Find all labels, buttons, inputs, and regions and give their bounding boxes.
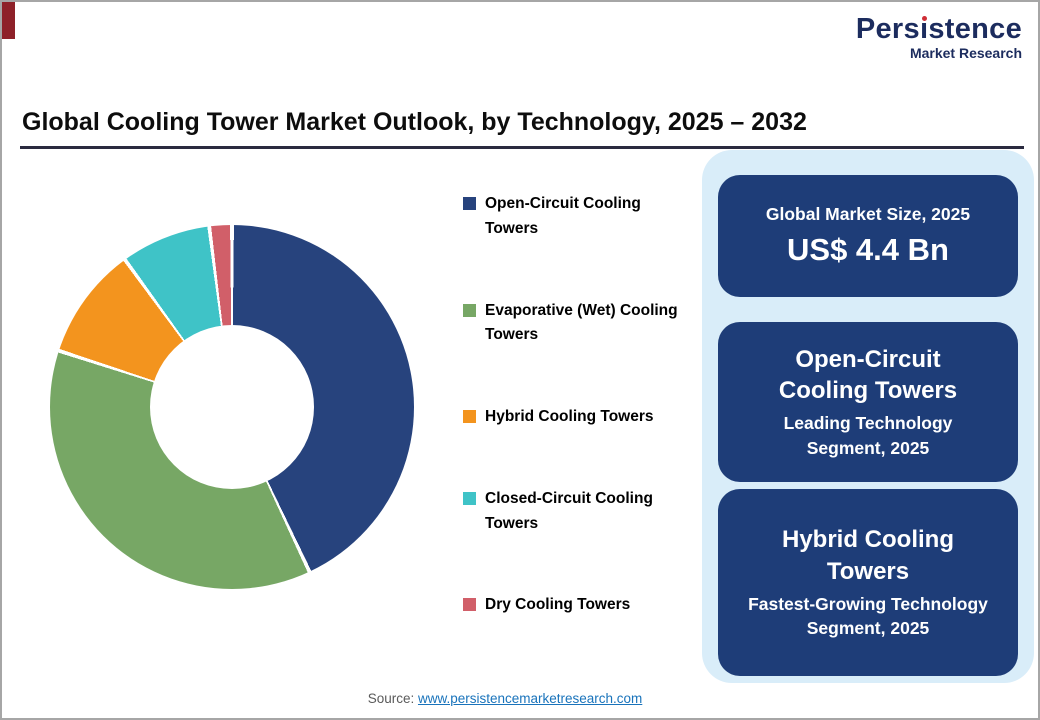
legend-item: Closed-Circuit Cooling Towers	[463, 487, 685, 537]
legend-swatch	[463, 410, 476, 423]
legend-item: Open-Circuit Cooling Towers	[463, 192, 685, 242]
fastest-segment-card: Hybrid Cooling Towers Fastest-Growing Te…	[718, 489, 1018, 676]
brand-name: Persı stence	[855, 13, 1022, 45]
leading-segment-title: Open-Circuit Cooling Towers	[778, 345, 958, 404]
fastest-segment-title: Hybrid Cooling Towers	[782, 526, 954, 585]
legend-swatch	[463, 598, 476, 612]
fastest-segment-subtitle: Fastest-Growing Technology Segment, 2025	[748, 593, 988, 639]
donut-chart	[50, 225, 414, 589]
source-link[interactable]: www.persistencemarketresearch.com	[417, 691, 643, 706]
chart-legend: Open-Circuit Cooling Towers Evaporative …	[463, 192, 685, 618]
legend-label: Dry Cooling Towers	[485, 596, 631, 614]
leading-segment-card: Open-Circuit Cooling Towers Leading Tech…	[718, 322, 1018, 482]
market-size-label: Global Market Size, 2025	[765, 204, 971, 224]
market-size-value: US$ 4.4 Bn	[787, 232, 949, 267]
donut-hole	[150, 325, 314, 489]
highlight-panel: Global Market Size, 2025 US$ 4.4 Bn Open…	[702, 150, 1034, 683]
brand-logo: Persı stence Market Research	[855, 13, 1022, 62]
legend-swatch	[463, 491, 476, 505]
leading-segment-subtitle: Leading Technology Segment, 2025	[783, 413, 953, 458]
source-label: Source:	[367, 691, 418, 706]
market-size-card: Global Market Size, 2025 US$ 4.4 Bn	[718, 175, 1018, 297]
corner-accent	[2, 2, 15, 39]
legend-label: Open-Circuit Cooling Towers	[485, 195, 641, 237]
legend-swatch	[463, 303, 476, 317]
logo-i-dot	[921, 16, 927, 21]
legend-item: Hybrid Cooling Towers	[463, 405, 685, 430]
page-title: Global Cooling Tower Market Outlook, by …	[22, 108, 807, 136]
legend-item: Evaporative (Wet) Cooling Towers	[463, 299, 685, 349]
legend-label: Closed-Circuit Cooling Towers	[485, 489, 653, 532]
legend-label: Evaporative (Wet) Cooling Towers	[485, 301, 678, 344]
legend-label: Hybrid Cooling Towers	[485, 408, 654, 425]
title-underline	[20, 146, 1024, 149]
source-line: Source: www.persistencemarketresearch.co…	[2, 691, 1038, 706]
brand-tagline: Market Research	[909, 45, 1022, 61]
legend-swatch	[463, 197, 476, 210]
legend-item: Dry Cooling Towers	[463, 593, 685, 618]
